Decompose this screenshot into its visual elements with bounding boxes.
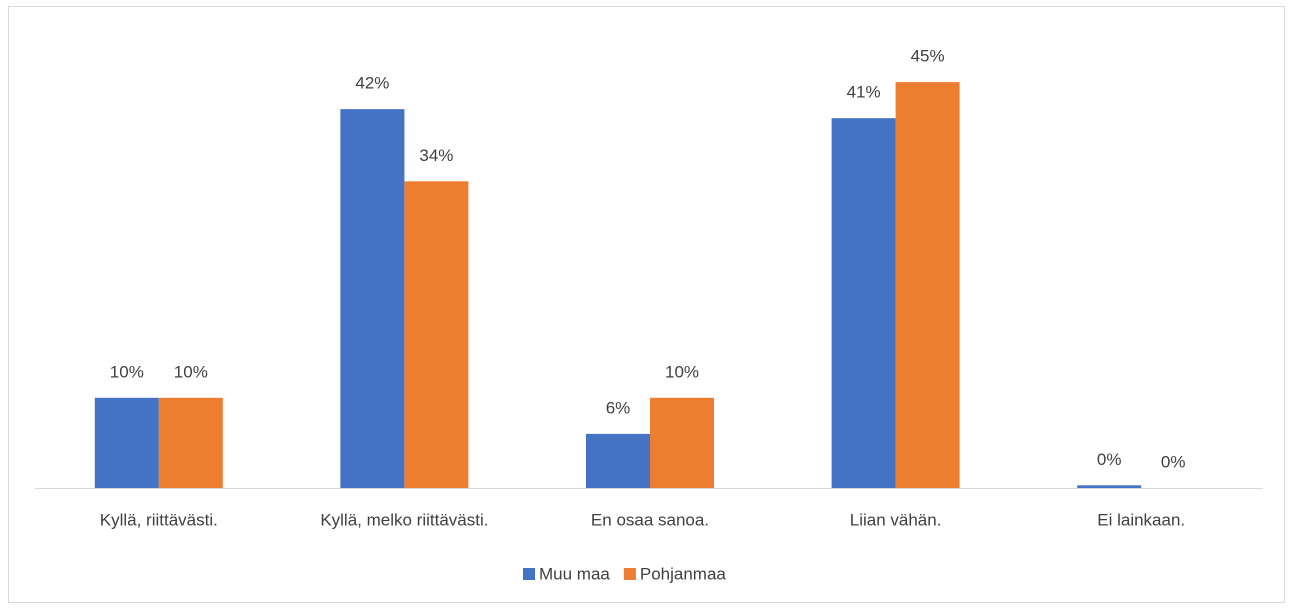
data-label: 41% <box>847 83 881 102</box>
legend-label: Muu maa <box>539 564 610 583</box>
data-label: 34% <box>419 146 453 165</box>
legend-swatch <box>623 568 636 580</box>
bar <box>404 181 469 488</box>
data-label: 0% <box>1161 452 1186 471</box>
x-tick-label: Kyllä, riittävästi. <box>100 510 218 529</box>
data-label: 10% <box>174 362 208 381</box>
x-tick-label: Ei lainkaan. <box>1097 510 1185 529</box>
bar <box>340 109 405 488</box>
bar <box>831 118 896 489</box>
bar <box>94 397 159 488</box>
data-label: 45% <box>911 47 945 66</box>
x-tick-label: Kyllä, melko riittävästi. <box>320 510 488 529</box>
data-label: 42% <box>355 74 389 93</box>
legend-label: Pohjanmaa <box>640 564 727 583</box>
data-label: 10% <box>665 362 699 381</box>
bar <box>158 397 223 488</box>
data-label: 10% <box>110 362 144 381</box>
bar <box>895 82 960 488</box>
x-tick-label: Liian vähän. <box>850 510 942 529</box>
x-tick-label: En osaa sanoa. <box>591 510 709 529</box>
bar <box>650 397 714 488</box>
data-label: 0% <box>1097 450 1122 469</box>
bar <box>1077 485 1142 488</box>
bar <box>586 433 650 488</box>
data-label: 6% <box>606 398 631 417</box>
legend-swatch <box>523 568 535 580</box>
chart-border <box>8 6 1285 603</box>
